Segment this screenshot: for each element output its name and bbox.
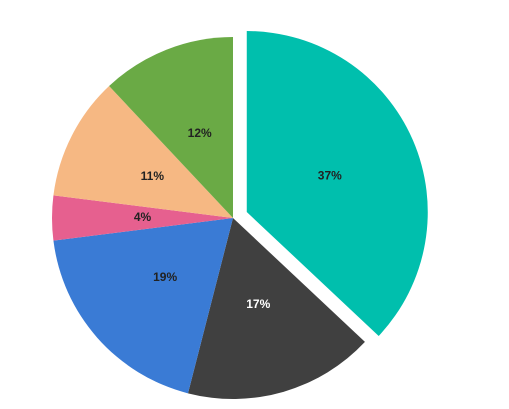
data-label: 12% — [188, 126, 212, 140]
pie-slice — [53, 218, 233, 394]
pie-slice — [109, 36, 233, 218]
data-label: 37% — [318, 168, 342, 182]
data-label: 11% — [141, 169, 165, 183]
data-label: 19% — [153, 270, 177, 284]
data-label: 4% — [134, 210, 152, 224]
data-label: 17% — [246, 297, 270, 311]
pie-slice — [51, 195, 233, 241]
pie-slice — [53, 86, 233, 219]
pie-slice — [187, 218, 365, 399]
pie-slice — [246, 31, 428, 336]
